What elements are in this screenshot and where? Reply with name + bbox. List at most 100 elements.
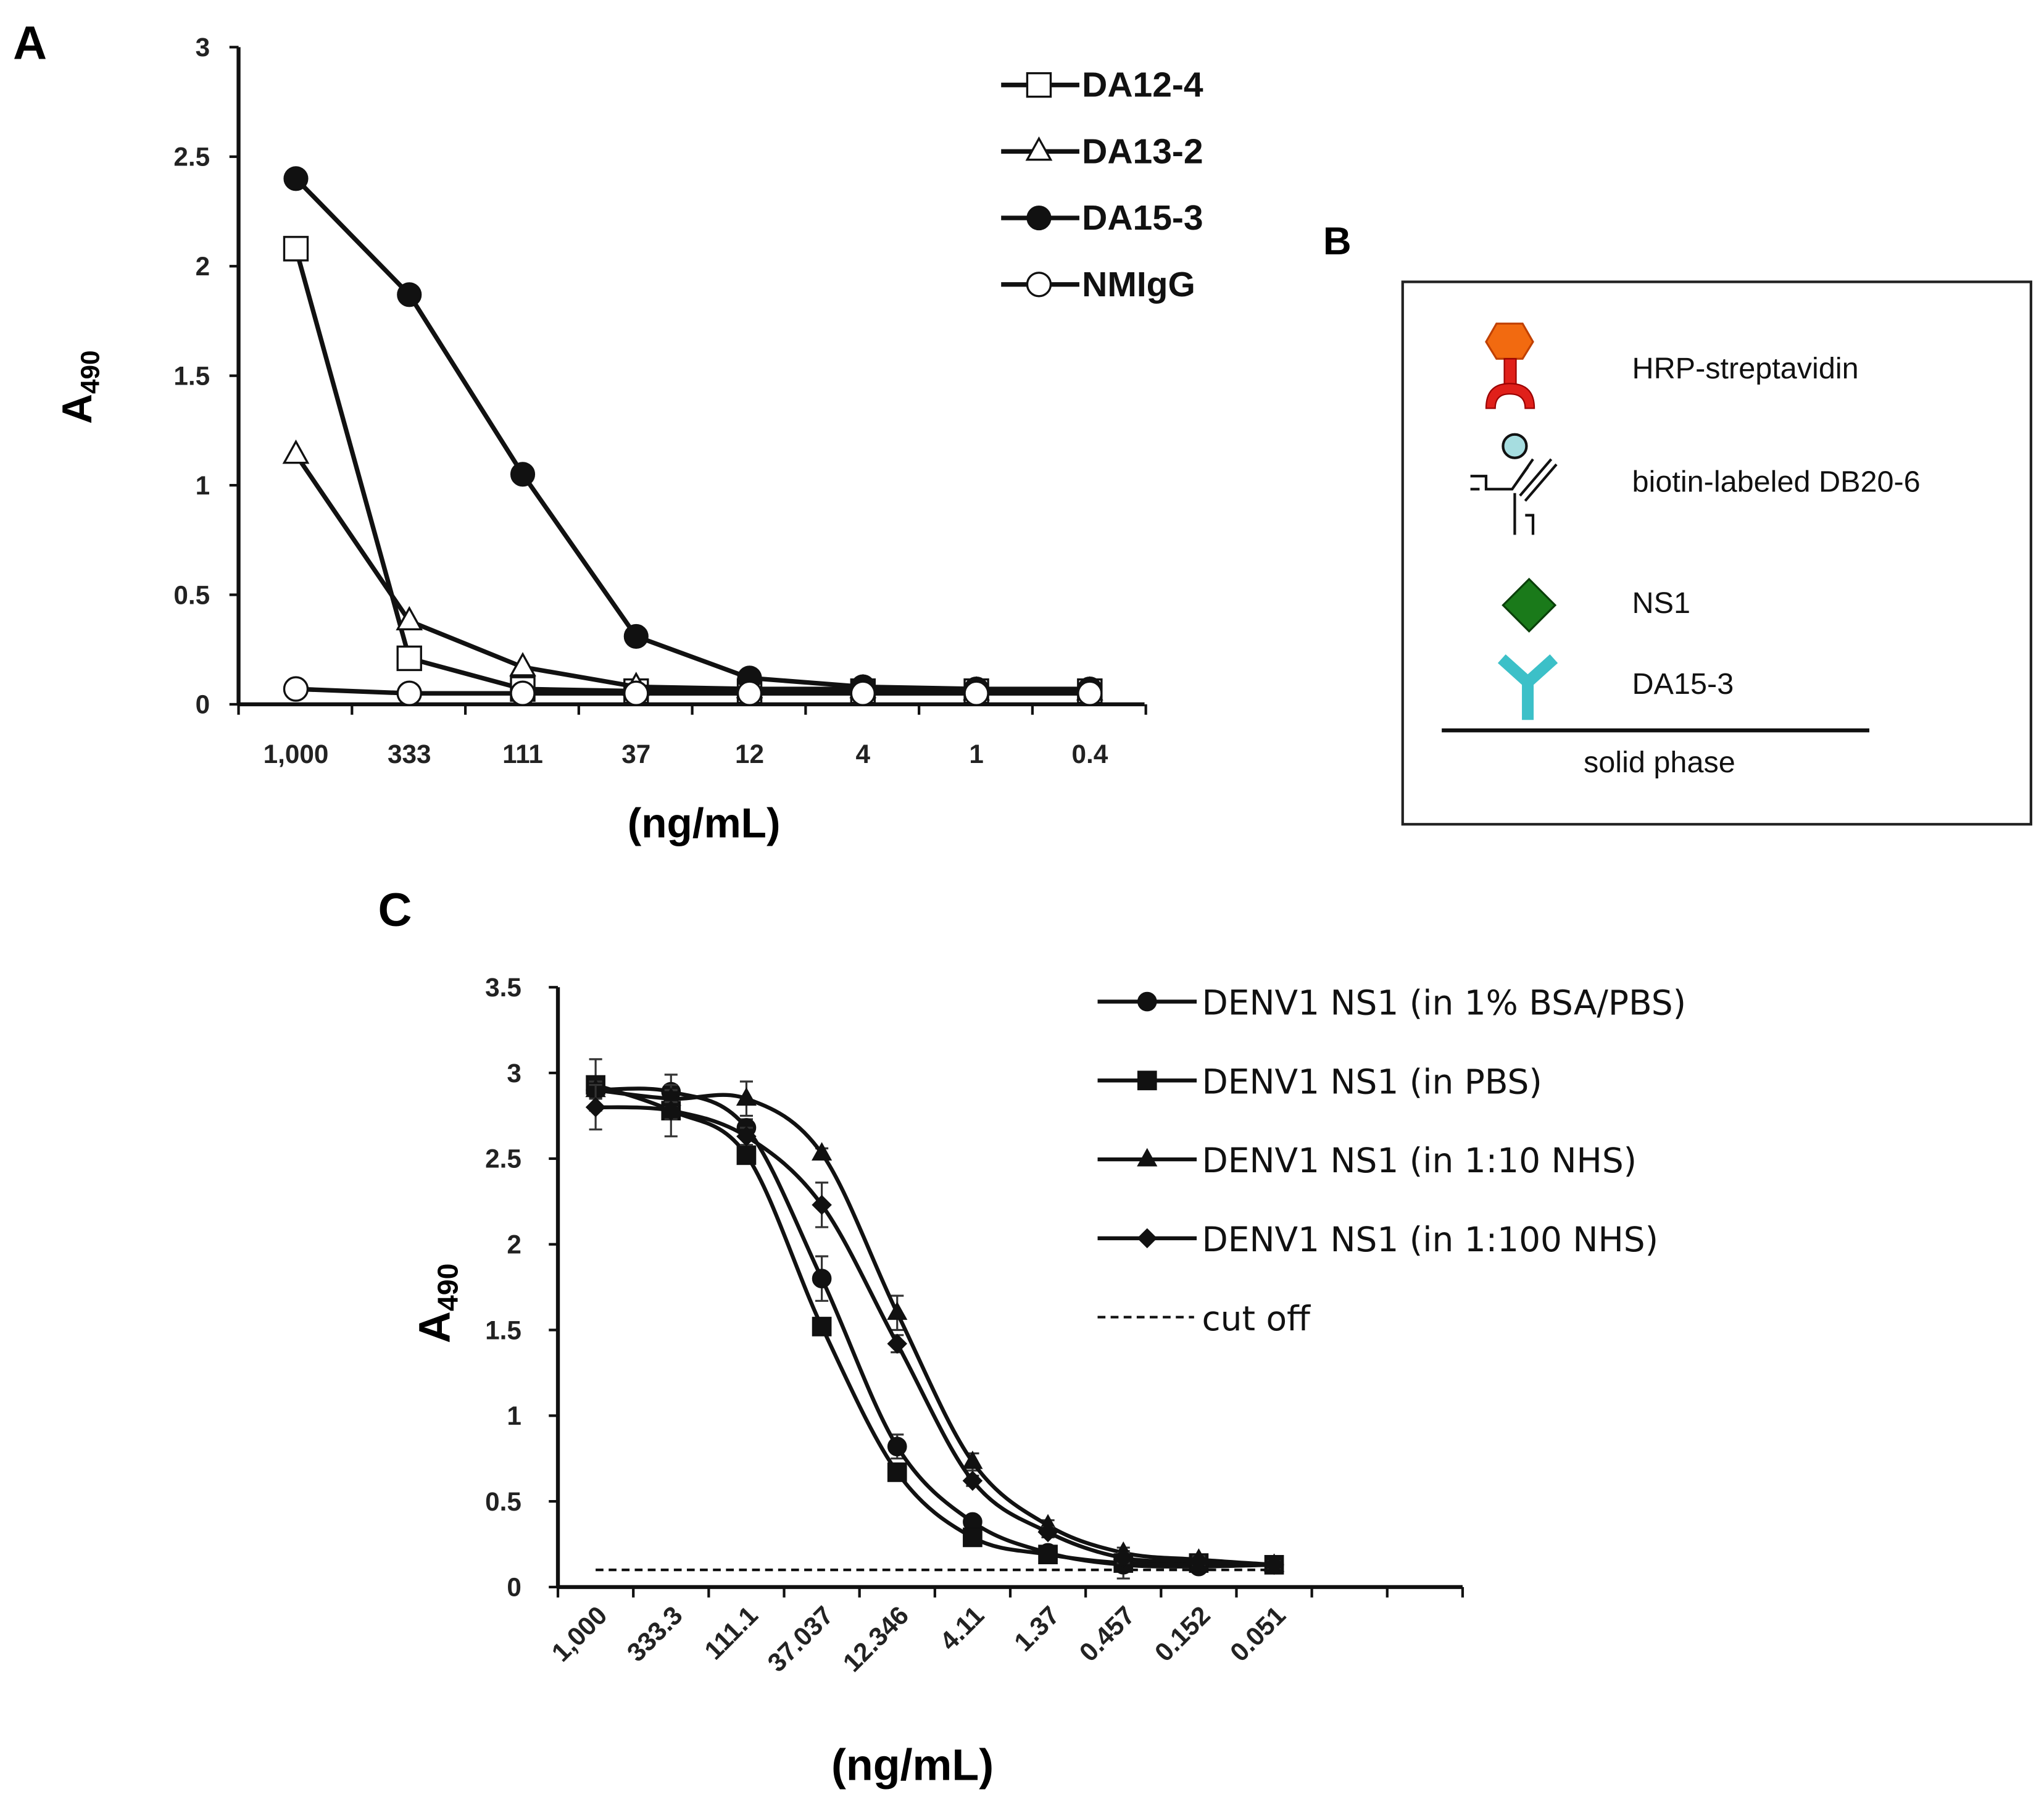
panel-label-a: A xyxy=(13,17,47,69)
data-point xyxy=(397,282,422,307)
data-point xyxy=(962,1450,983,1469)
panel-label-c: C xyxy=(378,884,412,936)
data-point xyxy=(396,606,423,631)
x-tick-label: 37 xyxy=(621,740,650,769)
data-point xyxy=(1113,1548,1134,1569)
x-tick-label: 0.457 xyxy=(1074,1601,1140,1667)
legend-marker xyxy=(1026,72,1052,98)
x-tick-label: 37.037 xyxy=(762,1601,839,1678)
x-tick-label: 111 xyxy=(502,740,543,769)
x-tick-label: 0.051 xyxy=(1224,1601,1291,1667)
series-line-3 xyxy=(595,1105,1274,1567)
series-line-0 xyxy=(596,1086,1274,1569)
y-tick-label: 1.5 xyxy=(485,1315,521,1344)
series-line-DA15-3 xyxy=(294,177,1090,691)
data-point xyxy=(510,680,536,706)
legend-label: DENV1 NS1 (in 1:10 NHS) xyxy=(1202,1141,1637,1180)
data-point xyxy=(510,462,536,487)
data-point xyxy=(1077,680,1103,706)
x-tick-label: 333.3 xyxy=(621,1601,688,1667)
legend-label: DENV1 NS1 (in 1:100 NHS) xyxy=(1202,1220,1658,1259)
diagram-label-solid-phase: solid phase xyxy=(1584,746,1735,779)
legend-label: DA15-3 xyxy=(1082,198,1203,238)
data-point xyxy=(962,1470,983,1491)
data-point xyxy=(585,1097,606,1117)
data-point xyxy=(736,1145,757,1165)
legend-cutoff-label: cut off xyxy=(1202,1299,1311,1338)
hrp-streptavidin-icon xyxy=(1485,322,1535,409)
data-point xyxy=(1189,1551,1209,1572)
y-tick-label: 3 xyxy=(196,33,210,62)
biotin-antibody-icon xyxy=(1470,433,1558,535)
x-tick-label: 1.37 xyxy=(1008,1601,1065,1657)
data-point xyxy=(660,1100,681,1121)
legend-marker xyxy=(1137,1228,1158,1249)
legend-marker xyxy=(1026,272,1052,298)
x-tick-label: 12 xyxy=(735,740,764,769)
legend-label: NMIgG xyxy=(1082,265,1195,304)
diagram-label-ns1: NS1 xyxy=(1632,586,1691,620)
y-tick-label: 0 xyxy=(507,1573,521,1602)
y-tick-label: 0.5 xyxy=(173,580,210,609)
y-tick-label: 2.5 xyxy=(485,1144,521,1173)
data-point xyxy=(963,1527,983,1548)
data-point xyxy=(736,1126,757,1147)
data-point xyxy=(1264,1554,1284,1575)
diagram-label-hrp: HRP-streptavidin xyxy=(1632,352,1859,385)
data-point xyxy=(283,166,309,191)
data-point xyxy=(283,676,309,702)
x-tick-label: 4 xyxy=(856,740,871,769)
data-point xyxy=(963,680,989,706)
y-tick-label: 2 xyxy=(507,1230,521,1259)
y-tick-label: 0.5 xyxy=(485,1487,521,1516)
y-tick-label: 1 xyxy=(507,1401,521,1430)
data-point xyxy=(736,680,763,706)
legend-marker xyxy=(1025,136,1053,161)
data-point xyxy=(812,1317,832,1336)
series-line-NMIgG xyxy=(296,686,1090,696)
x-tick-label: 0.4 xyxy=(1071,740,1108,769)
y-tick-label: 0 xyxy=(196,690,210,719)
x-tick-label: 111.1 xyxy=(699,1601,763,1665)
panel-label-b: B xyxy=(1323,220,1352,263)
capture-antibody-icon xyxy=(1497,654,1558,720)
y-tick-label: 2 xyxy=(196,252,210,281)
assay-diagram: HRP-streptavidin biotin-labeled DB20-6 N… xyxy=(1401,280,2032,826)
chart-c: (ng/mL) A490 00.511.522.533.51,000 333.3 1… xyxy=(410,973,1686,1790)
data-point xyxy=(736,1087,757,1106)
data-point xyxy=(623,680,649,706)
ns1-icon xyxy=(1502,577,1557,633)
x-tick-label: 12.346 xyxy=(837,1601,915,1678)
data-point xyxy=(887,1333,908,1354)
diagram-label-biotin: biotin-labeled DB20-6 xyxy=(1632,465,1921,499)
legend-marker xyxy=(1137,1070,1157,1091)
data-point xyxy=(283,236,309,262)
legend-marker xyxy=(1137,991,1157,1012)
data-point xyxy=(887,1436,907,1457)
legend-label: DENV1 NS1 (in 1% BSA/PBS) xyxy=(1202,983,1686,1023)
series-line-2 xyxy=(595,1088,1274,1567)
data-point xyxy=(282,440,310,464)
chart-c-ylabel: A490 xyxy=(410,1264,464,1343)
x-tick-label: 1,000 xyxy=(264,740,329,769)
data-point xyxy=(1037,1522,1058,1543)
y-tick-label: 2.5 xyxy=(173,143,210,172)
legend-marker xyxy=(1137,1148,1158,1167)
data-point xyxy=(812,1194,832,1215)
x-tick-label: 0.152 xyxy=(1149,1601,1216,1667)
chart-c-xlabel: (ng/mL) xyxy=(831,1741,994,1790)
legend-label: DENV1 NS1 (in PBS) xyxy=(1202,1062,1542,1101)
x-tick-label: 4.11 xyxy=(934,1601,990,1656)
legend-label: DA12-4 xyxy=(1082,65,1203,105)
data-point xyxy=(396,680,422,706)
x-tick-label: 1 xyxy=(969,740,984,769)
y-tick-label: 1.5 xyxy=(173,361,210,390)
y-tick-label: 3 xyxy=(507,1059,521,1088)
data-point xyxy=(812,1142,833,1161)
data-point xyxy=(887,1462,907,1482)
x-tick-label: 1,000 xyxy=(546,1601,613,1667)
legend-marker xyxy=(1026,206,1052,231)
data-point xyxy=(623,623,649,649)
data-point xyxy=(1038,1544,1058,1565)
